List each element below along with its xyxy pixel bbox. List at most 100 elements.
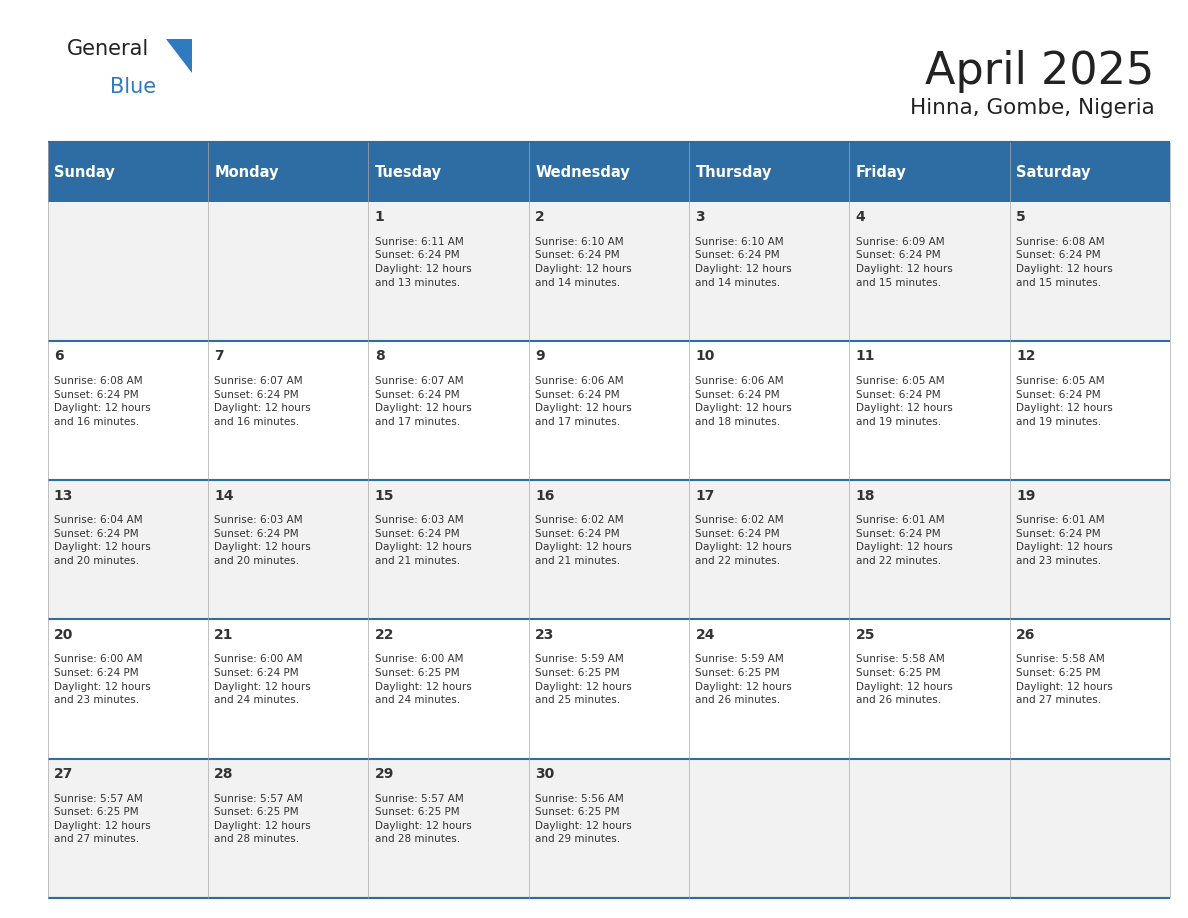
Text: 15: 15 [374, 488, 394, 502]
Bar [1010, 341, 1170, 480]
Bar [208, 620, 368, 758]
Text: Sunrise: 6:08 AM
Sunset: 6:24 PM
Daylight: 12 hours
and 16 minutes.: Sunrise: 6:08 AM Sunset: 6:24 PM Dayligh… [53, 376, 151, 427]
Bar [529, 620, 689, 758]
Text: Sunrise: 6:02 AM
Sunset: 6:24 PM
Daylight: 12 hours
and 22 minutes.: Sunrise: 6:02 AM Sunset: 6:24 PM Dayligh… [695, 515, 792, 566]
Text: 30: 30 [535, 767, 555, 781]
Text: 18: 18 [855, 488, 876, 502]
Bar [689, 620, 849, 758]
Text: Sunrise: 6:03 AM
Sunset: 6:24 PM
Daylight: 12 hours
and 20 minutes.: Sunrise: 6:03 AM Sunset: 6:24 PM Dayligh… [214, 515, 311, 566]
Bar [1010, 620, 1170, 758]
Text: 22: 22 [374, 628, 394, 642]
Text: 27: 27 [53, 767, 74, 781]
Text: 14: 14 [214, 488, 234, 502]
Text: Sunrise: 5:59 AM
Sunset: 6:25 PM
Daylight: 12 hours
and 25 minutes.: Sunrise: 5:59 AM Sunset: 6:25 PM Dayligh… [535, 655, 632, 705]
Text: 7: 7 [214, 350, 225, 364]
Bar [529, 202, 689, 341]
Text: Sunrise: 6:06 AM
Sunset: 6:24 PM
Daylight: 12 hours
and 18 minutes.: Sunrise: 6:06 AM Sunset: 6:24 PM Dayligh… [695, 376, 792, 427]
Text: 10: 10 [695, 350, 715, 364]
Bar [849, 620, 1010, 758]
Bar [208, 202, 368, 341]
Text: Sunrise: 5:57 AM
Sunset: 6:25 PM
Daylight: 12 hours
and 27 minutes.: Sunrise: 5:57 AM Sunset: 6:25 PM Dayligh… [53, 793, 151, 845]
Bar [48, 341, 208, 480]
Text: 20: 20 [53, 628, 74, 642]
Bar [368, 480, 529, 620]
Bar [368, 758, 529, 898]
Text: Thursday: Thursday [695, 164, 772, 180]
Text: Saturday: Saturday [1016, 164, 1091, 180]
Text: Wednesday: Wednesday [535, 164, 630, 180]
Bar [48, 202, 208, 341]
Text: April 2025: April 2025 [925, 50, 1155, 94]
Text: 13: 13 [53, 488, 74, 502]
Text: Tuesday: Tuesday [374, 164, 442, 180]
Bar [689, 202, 849, 341]
Text: Sunrise: 5:56 AM
Sunset: 6:25 PM
Daylight: 12 hours
and 29 minutes.: Sunrise: 5:56 AM Sunset: 6:25 PM Dayligh… [535, 793, 632, 845]
Bar [849, 341, 1010, 480]
Bar [48, 480, 208, 620]
Text: Hinna, Gombe, Nigeria: Hinna, Gombe, Nigeria [910, 98, 1155, 118]
Text: Sunrise: 6:01 AM
Sunset: 6:24 PM
Daylight: 12 hours
and 23 minutes.: Sunrise: 6:01 AM Sunset: 6:24 PM Dayligh… [1016, 515, 1113, 566]
Text: Sunrise: 5:58 AM
Sunset: 6:25 PM
Daylight: 12 hours
and 26 minutes.: Sunrise: 5:58 AM Sunset: 6:25 PM Dayligh… [855, 655, 953, 705]
Text: Sunrise: 5:57 AM
Sunset: 6:25 PM
Daylight: 12 hours
and 28 minutes.: Sunrise: 5:57 AM Sunset: 6:25 PM Dayligh… [374, 793, 472, 845]
Bar [689, 480, 849, 620]
Bar [368, 620, 529, 758]
Text: Sunrise: 6:07 AM
Sunset: 6:24 PM
Daylight: 12 hours
and 17 minutes.: Sunrise: 6:07 AM Sunset: 6:24 PM Dayligh… [374, 376, 472, 427]
Text: Sunrise: 5:57 AM
Sunset: 6:25 PM
Daylight: 12 hours
and 28 minutes.: Sunrise: 5:57 AM Sunset: 6:25 PM Dayligh… [214, 793, 311, 845]
Text: 1: 1 [374, 210, 385, 224]
Bar [48, 758, 208, 898]
Text: 24: 24 [695, 628, 715, 642]
Text: Sunrise: 6:03 AM
Sunset: 6:24 PM
Daylight: 12 hours
and 21 minutes.: Sunrise: 6:03 AM Sunset: 6:24 PM Dayligh… [374, 515, 472, 566]
Text: Sunrise: 6:00 AM
Sunset: 6:24 PM
Daylight: 12 hours
and 24 minutes.: Sunrise: 6:00 AM Sunset: 6:24 PM Dayligh… [214, 655, 311, 705]
Text: Sunday: Sunday [53, 164, 115, 180]
Bar [368, 341, 529, 480]
Text: Sunrise: 6:02 AM
Sunset: 6:24 PM
Daylight: 12 hours
and 21 minutes.: Sunrise: 6:02 AM Sunset: 6:24 PM Dayligh… [535, 515, 632, 566]
Text: Sunrise: 6:05 AM
Sunset: 6:24 PM
Daylight: 12 hours
and 19 minutes.: Sunrise: 6:05 AM Sunset: 6:24 PM Dayligh… [855, 376, 953, 427]
Text: 8: 8 [374, 350, 385, 364]
Text: 21: 21 [214, 628, 234, 642]
Text: 29: 29 [374, 767, 394, 781]
Text: Friday: Friday [855, 164, 906, 180]
Text: 28: 28 [214, 767, 234, 781]
Bar [849, 758, 1010, 898]
Text: Sunrise: 6:00 AM
Sunset: 6:25 PM
Daylight: 12 hours
and 24 minutes.: Sunrise: 6:00 AM Sunset: 6:25 PM Dayligh… [374, 655, 472, 705]
Text: 23: 23 [535, 628, 555, 642]
Text: 4: 4 [855, 210, 866, 224]
Text: 11: 11 [855, 350, 876, 364]
Text: Sunrise: 6:07 AM
Sunset: 6:24 PM
Daylight: 12 hours
and 16 minutes.: Sunrise: 6:07 AM Sunset: 6:24 PM Dayligh… [214, 376, 311, 427]
Text: Blue: Blue [110, 77, 157, 97]
Bar [689, 341, 849, 480]
Text: 9: 9 [535, 350, 545, 364]
Text: Monday: Monday [214, 164, 279, 180]
Polygon shape [166, 39, 192, 73]
Bar [208, 758, 368, 898]
Text: Sunrise: 6:11 AM
Sunset: 6:24 PM
Daylight: 12 hours
and 13 minutes.: Sunrise: 6:11 AM Sunset: 6:24 PM Dayligh… [374, 237, 472, 287]
Bar [368, 202, 529, 341]
Text: Sunrise: 6:06 AM
Sunset: 6:24 PM
Daylight: 12 hours
and 17 minutes.: Sunrise: 6:06 AM Sunset: 6:24 PM Dayligh… [535, 376, 632, 427]
Bar [208, 341, 368, 480]
Text: 17: 17 [695, 488, 715, 502]
Text: Sunrise: 6:01 AM
Sunset: 6:24 PM
Daylight: 12 hours
and 22 minutes.: Sunrise: 6:01 AM Sunset: 6:24 PM Dayligh… [855, 515, 953, 566]
Text: 2: 2 [535, 210, 545, 224]
Text: Sunrise: 6:10 AM
Sunset: 6:24 PM
Daylight: 12 hours
and 14 minutes.: Sunrise: 6:10 AM Sunset: 6:24 PM Dayligh… [535, 237, 632, 287]
Text: 5: 5 [1016, 210, 1026, 224]
Bar [529, 480, 689, 620]
Text: Sunrise: 6:08 AM
Sunset: 6:24 PM
Daylight: 12 hours
and 15 minutes.: Sunrise: 6:08 AM Sunset: 6:24 PM Dayligh… [1016, 237, 1113, 287]
Text: Sunrise: 6:00 AM
Sunset: 6:24 PM
Daylight: 12 hours
and 23 minutes.: Sunrise: 6:00 AM Sunset: 6:24 PM Dayligh… [53, 655, 151, 705]
Text: General: General [67, 39, 148, 59]
Bar [849, 202, 1010, 341]
Bar [208, 480, 368, 620]
Bar [689, 758, 849, 898]
Text: 25: 25 [855, 628, 876, 642]
Text: Sunrise: 6:10 AM
Sunset: 6:24 PM
Daylight: 12 hours
and 14 minutes.: Sunrise: 6:10 AM Sunset: 6:24 PM Dayligh… [695, 237, 792, 287]
Text: Sunrise: 5:59 AM
Sunset: 6:25 PM
Daylight: 12 hours
and 26 minutes.: Sunrise: 5:59 AM Sunset: 6:25 PM Dayligh… [695, 655, 792, 705]
Text: 26: 26 [1016, 628, 1036, 642]
Text: 12: 12 [1016, 350, 1036, 364]
Text: 19: 19 [1016, 488, 1036, 502]
Text: Sunrise: 6:05 AM
Sunset: 6:24 PM
Daylight: 12 hours
and 19 minutes.: Sunrise: 6:05 AM Sunset: 6:24 PM Dayligh… [1016, 376, 1113, 427]
Bar [849, 480, 1010, 620]
Text: 16: 16 [535, 488, 555, 502]
Text: Sunrise: 5:58 AM
Sunset: 6:25 PM
Daylight: 12 hours
and 27 minutes.: Sunrise: 5:58 AM Sunset: 6:25 PM Dayligh… [1016, 655, 1113, 705]
Text: Sunrise: 6:04 AM
Sunset: 6:24 PM
Daylight: 12 hours
and 20 minutes.: Sunrise: 6:04 AM Sunset: 6:24 PM Dayligh… [53, 515, 151, 566]
Text: 6: 6 [53, 350, 64, 364]
Bar [48, 142, 1170, 202]
